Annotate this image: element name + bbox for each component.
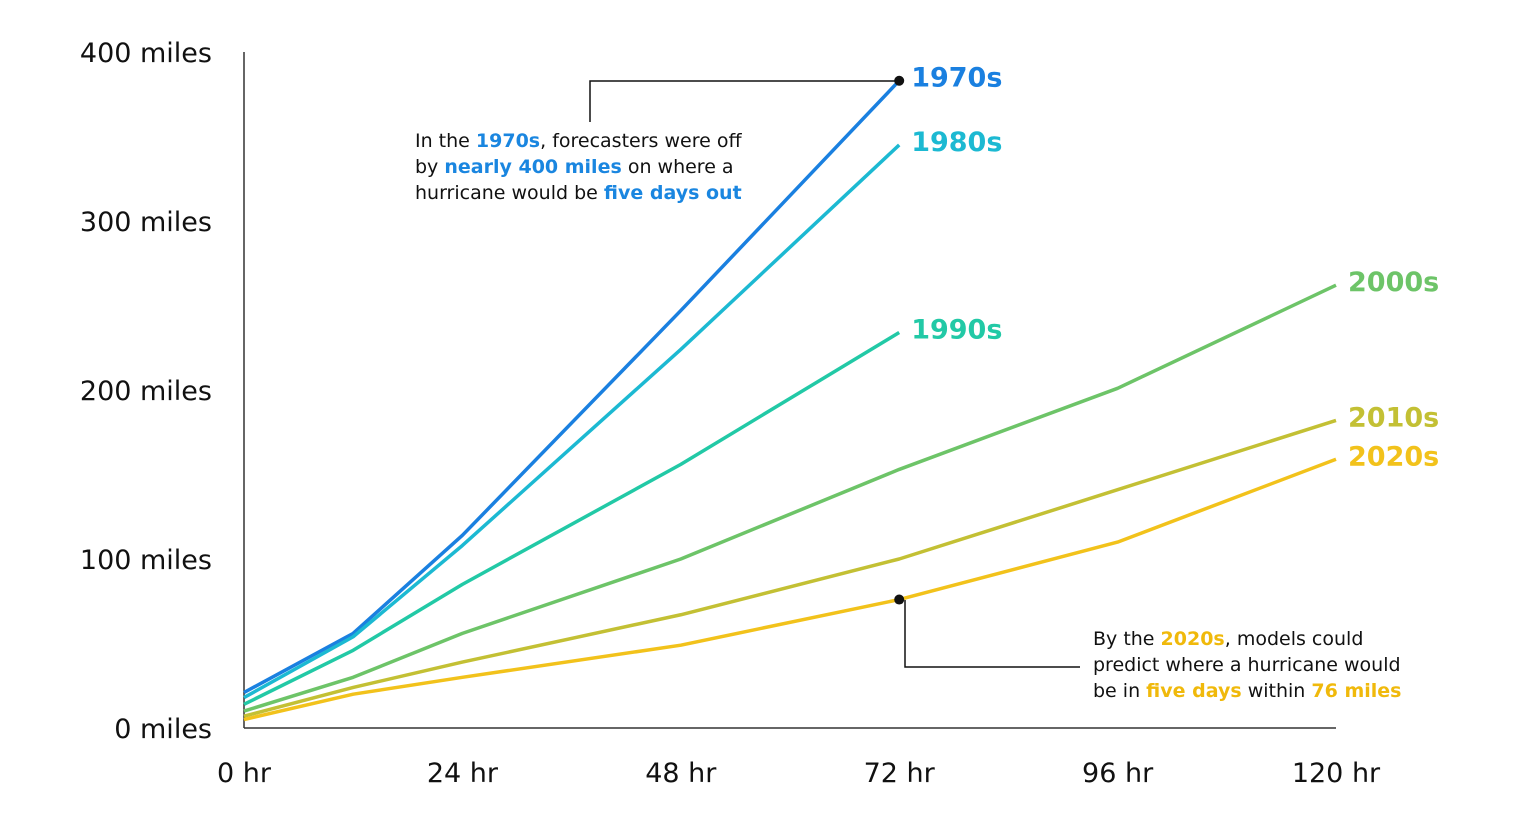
- annotation-part: 76 miles: [1311, 680, 1401, 702]
- x-tick-label: 24 hr: [427, 758, 499, 789]
- annotation-part: predict where a hurricane would: [1093, 654, 1401, 676]
- x-tick-label: 48 hr: [645, 758, 717, 789]
- series-line: [243, 283, 1337, 713]
- annotation-part: By the: [1093, 628, 1161, 650]
- annotation-part: 2020s: [1161, 628, 1225, 650]
- series-label: 2020s: [1348, 441, 1439, 472]
- annotation-part: five days: [1146, 680, 1242, 702]
- annotation-part: five days out: [604, 182, 742, 204]
- annotation-connector: [904, 600, 1080, 668]
- annotation-connector: [589, 80, 897, 122]
- annotation-text: be in five days within 76 miles: [1093, 680, 1401, 702]
- series-line: [243, 418, 1337, 718]
- x-tick-label: 0 hr: [217, 758, 272, 789]
- annotation-part: In the: [415, 130, 476, 152]
- y-tick-label: 0 miles: [114, 714, 212, 745]
- series-line: [243, 331, 901, 706]
- annotation-text: In the 1970s, forecasters were off: [415, 130, 742, 152]
- annotation-part: by: [415, 156, 444, 178]
- series-line: [243, 457, 1337, 722]
- series-label: 2000s: [1348, 267, 1439, 298]
- annotation-part: , forecasters were off: [540, 130, 742, 152]
- annotation-text: by nearly 400 miles on where a: [415, 156, 734, 178]
- annotation-part: , models could: [1225, 628, 1364, 650]
- annotation-text: hurricane would be five days out: [415, 182, 742, 204]
- annotation-dot: [894, 594, 905, 605]
- annotation-text: By the 2020s, models could: [1093, 628, 1363, 650]
- series-label: 1970s: [911, 63, 1002, 94]
- annotation-text: predict where a hurricane would: [1093, 654, 1401, 676]
- y-tick-label: 400 miles: [80, 38, 212, 69]
- y-tick-label: 200 miles: [80, 376, 212, 407]
- x-tick-label: 120 hr: [1292, 758, 1381, 789]
- annotation-part: be in: [1093, 680, 1146, 702]
- series-label: 1980s: [911, 127, 1002, 158]
- series-label: 1990s: [911, 315, 1002, 346]
- annotation-dot: [894, 75, 905, 86]
- annotation-part: within: [1242, 680, 1312, 702]
- annotation-part: hurricane would be: [415, 182, 604, 204]
- annotation-part: nearly 400 miles: [444, 156, 621, 178]
- x-tick-label: 96 hr: [1082, 758, 1154, 789]
- series-label: 2010s: [1348, 402, 1439, 433]
- y-tick-label: 100 miles: [80, 545, 212, 576]
- series-line: [243, 79, 901, 695]
- y-tick-label: 300 miles: [80, 207, 212, 238]
- series-line: [243, 143, 901, 700]
- x-tick-label: 72 hr: [864, 758, 936, 789]
- annotation-part: on where a: [622, 156, 734, 178]
- annotation-part: 1970s: [476, 130, 540, 152]
